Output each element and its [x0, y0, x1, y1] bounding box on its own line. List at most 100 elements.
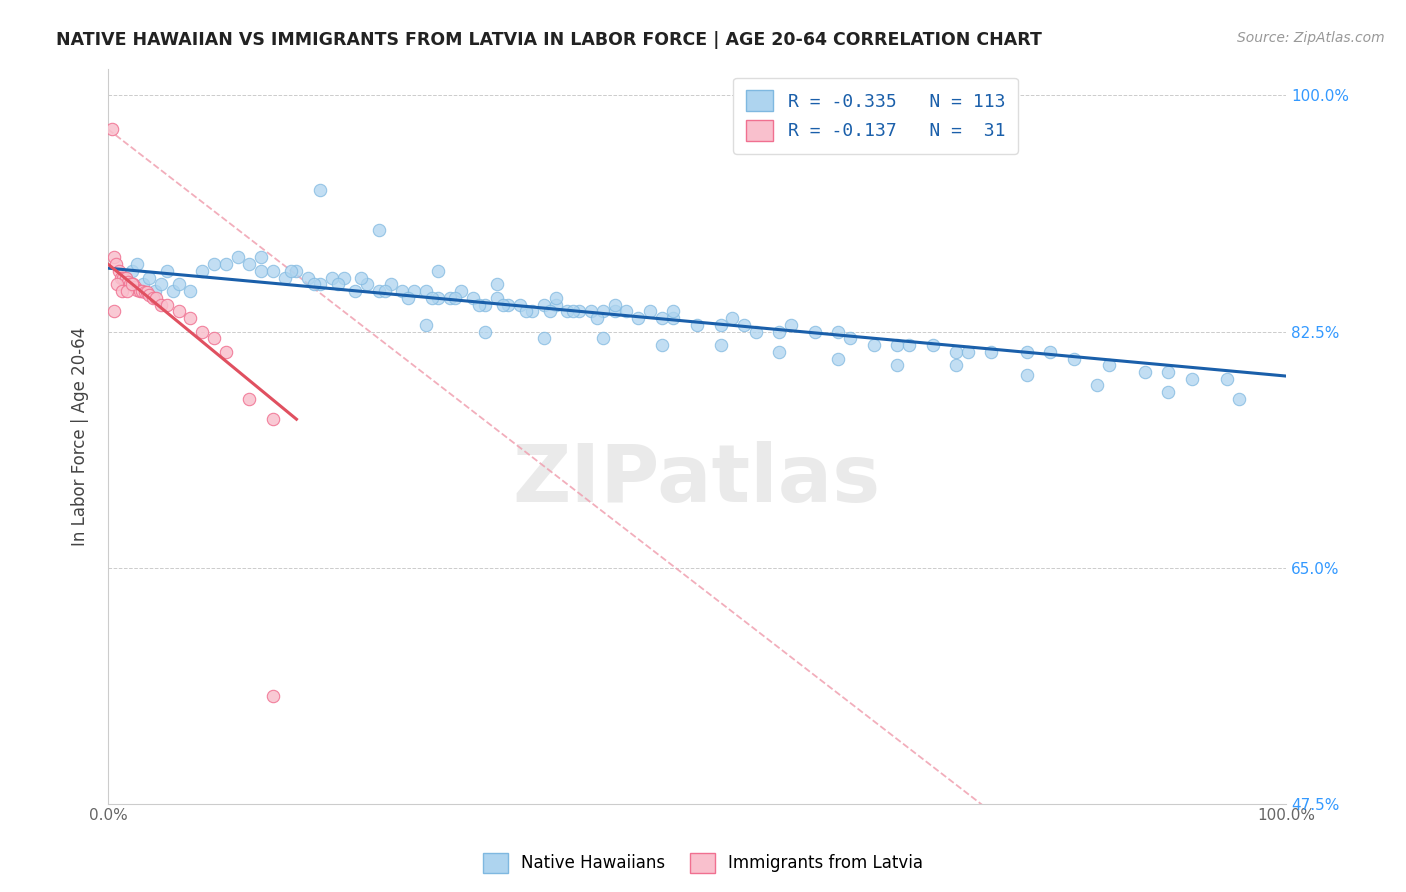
Point [167, 277, 190, 292]
Point [321, 270, 343, 285]
Point [498, 297, 520, 311]
Point [120, 277, 142, 292]
Point [121, 277, 143, 292]
Point [107, 264, 129, 278]
Point [250, 251, 273, 265]
Point [1015, 368, 1038, 382]
Point [131, 284, 153, 298]
Point [162, 284, 184, 298]
Point [1216, 372, 1239, 386]
Point [138, 270, 160, 285]
Point [115, 284, 138, 298]
Point [538, 304, 561, 318]
Point [262, 264, 284, 278]
Point [103, 251, 125, 265]
Point [1087, 378, 1109, 392]
Point [898, 338, 921, 352]
Point [733, 318, 755, 332]
Point [662, 304, 685, 318]
Point [396, 291, 419, 305]
Point [1157, 385, 1180, 400]
Point [562, 304, 585, 318]
Point [143, 284, 166, 298]
Point [121, 277, 143, 292]
Legend: Native Hawaiians, Immigrants from Latvia: Native Hawaiians, Immigrants from Latvia [477, 847, 929, 880]
Point [780, 318, 803, 332]
Point [368, 223, 391, 237]
Point [202, 331, 225, 345]
Point [179, 311, 201, 326]
Point [945, 344, 967, 359]
Point [474, 297, 496, 311]
Point [297, 270, 319, 285]
Point [128, 284, 150, 298]
Point [509, 297, 531, 311]
Point [485, 277, 508, 292]
Point [121, 264, 143, 278]
Point [262, 689, 284, 703]
Point [285, 264, 308, 278]
Point [107, 277, 129, 292]
Point [485, 291, 508, 305]
Point [156, 264, 179, 278]
Point [309, 277, 332, 292]
Point [520, 304, 543, 318]
Point [921, 338, 943, 352]
Point [444, 291, 467, 305]
Point [132, 277, 155, 292]
Point [368, 284, 391, 298]
Point [592, 331, 614, 345]
Point [117, 275, 139, 289]
Point [980, 344, 1002, 359]
Point [662, 311, 685, 326]
Point [1098, 358, 1121, 372]
Point [415, 318, 437, 332]
Point [426, 264, 449, 278]
Point [614, 304, 637, 318]
Point [111, 284, 134, 298]
Point [721, 311, 744, 326]
Point [150, 297, 173, 311]
Point [150, 277, 173, 292]
Point [250, 264, 273, 278]
Point [862, 338, 884, 352]
Point [651, 338, 673, 352]
Point [302, 277, 325, 292]
Point [768, 325, 790, 339]
Point [114, 270, 136, 285]
Point [103, 304, 125, 318]
Point [557, 304, 579, 318]
Point [592, 304, 614, 318]
Point [709, 318, 731, 332]
Point [544, 291, 567, 305]
Point [156, 297, 179, 311]
Point [404, 284, 426, 298]
Point [391, 284, 413, 298]
Point [1157, 365, 1180, 379]
Point [127, 257, 149, 271]
Point [827, 351, 849, 366]
Point [145, 291, 167, 305]
Point [215, 257, 238, 271]
Text: ZIPatlas: ZIPatlas [513, 442, 882, 519]
Point [1227, 392, 1250, 406]
Point [238, 257, 260, 271]
Point [110, 270, 132, 285]
Point [709, 338, 731, 352]
Point [638, 304, 661, 318]
Point [803, 325, 825, 339]
Point [332, 270, 354, 285]
Point [420, 291, 443, 305]
Point [439, 291, 461, 305]
Point [568, 304, 591, 318]
Point [579, 304, 602, 318]
Point [1015, 344, 1038, 359]
Point [1181, 372, 1204, 386]
Point [491, 297, 513, 311]
Point [226, 251, 249, 265]
Point [450, 284, 472, 298]
Point [945, 358, 967, 372]
Point [309, 183, 332, 197]
Point [515, 304, 537, 318]
Point [202, 257, 225, 271]
